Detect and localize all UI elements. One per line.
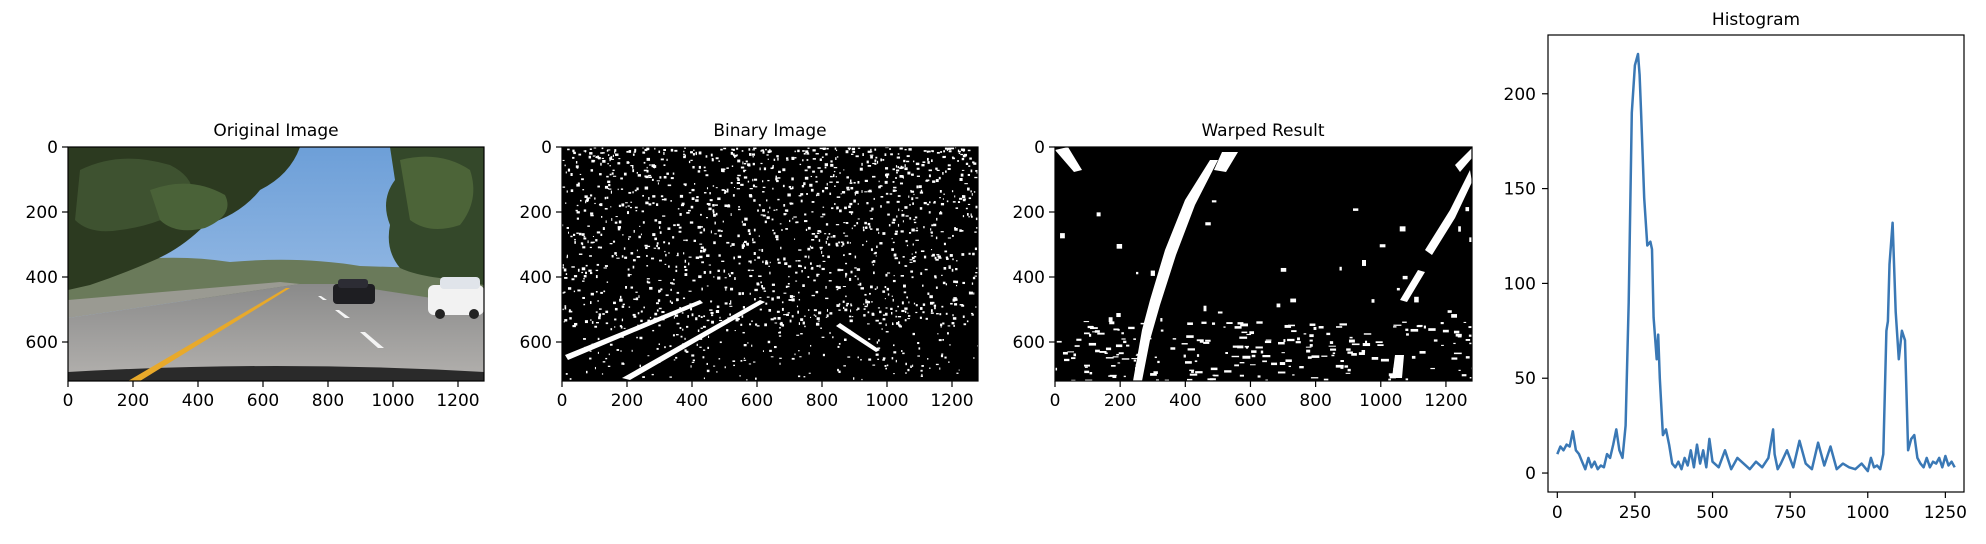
- y-tick-label-warped: 600: [1013, 333, 1045, 353]
- histogram-line: [1556, 52, 1956, 473]
- x-tick-label-original: 800: [312, 391, 344, 411]
- x-axis-warped: 0 200 400 600 800 1000 1200: [1050, 381, 1468, 411]
- y-tick-label-warped: 200: [1013, 203, 1045, 223]
- y-tick-label-warped: 0: [1034, 138, 1045, 158]
- warped-image: [1055, 147, 1472, 381]
- histogram-x-tick-label: 500: [1696, 503, 1728, 523]
- panel-title-original: Original Image: [213, 121, 338, 141]
- y-tick-label-binary: 600: [520, 333, 552, 353]
- x-tick-label-binary: 800: [806, 391, 838, 411]
- histogram-y-tick-label: 50: [1514, 369, 1536, 389]
- panel-histogram: Histogram 0 250 500 750 1000 1250 0 50 100 150 20…: [1504, 10, 1967, 523]
- histogram-x-tick-label: 250: [1619, 503, 1651, 523]
- x-tick-label-original: 400: [182, 391, 214, 411]
- x-tick-label-binary: 0: [557, 391, 568, 411]
- histogram-x-tick-label: 0: [1552, 503, 1563, 523]
- y-tick-label-original: 600: [26, 333, 58, 353]
- x-tick-label-original: 1200: [436, 391, 479, 411]
- x-tick-label-binary: 1000: [865, 391, 908, 411]
- panel-warped: Warped Result 0 200 400 600 800 1000 1200 0 200…: [1013, 121, 1473, 411]
- histogram-y-tick-label: 0: [1525, 464, 1536, 484]
- y-tick-label-original: 200: [26, 203, 58, 223]
- panel-title-warped: Warped Result: [1201, 121, 1324, 141]
- x-tick-label-binary: 400: [676, 391, 708, 411]
- y-tick-label-original: 0: [47, 138, 58, 158]
- histogram-x-tick-label: 1000: [1846, 503, 1889, 523]
- histogram-x-tick-label: 750: [1774, 503, 1806, 523]
- panel-original: Original Image: [26, 121, 485, 411]
- x-tick-label-warped: 400: [1169, 391, 1201, 411]
- x-tick-label-binary: 1200: [930, 391, 973, 411]
- x-tick-label-warped: 600: [1234, 391, 1266, 411]
- y-tick-label-binary: 400: [520, 268, 552, 288]
- y-axis-original: 0 200 400 600: [26, 138, 68, 353]
- binary-image: [562, 147, 978, 381]
- panel-title-binary: Binary Image: [713, 121, 826, 141]
- panel-binary: Binary Image 0 200 400 600 800 1000 1200 0 200 4…: [520, 121, 979, 411]
- x-axis-original: 0 200 400 600 800 1000 1200: [63, 381, 480, 411]
- x-tick-label-original: 0: [63, 391, 74, 411]
- x-tick-label-original: 600: [247, 391, 279, 411]
- histogram-y-tick-label: 200: [1504, 85, 1536, 105]
- x-tick-label-binary: 200: [611, 391, 643, 411]
- x-tick-label-warped: 1200: [1424, 391, 1467, 411]
- histogram-x-axis: 0 250 500 750 1000 1250: [1552, 492, 1967, 523]
- histogram-title: Histogram: [1712, 10, 1800, 30]
- y-tick-label-binary: 200: [520, 203, 552, 223]
- x-axis-binary: 0 200 400 600 800 1000 1200: [557, 381, 974, 411]
- histogram-y-tick-label: 150: [1504, 180, 1536, 200]
- y-axis-warped: 0 200 400 600: [1013, 138, 1055, 353]
- histogram-y-axis: 0 50 100 150 200: [1504, 85, 1548, 484]
- x-tick-label-warped: 800: [1299, 391, 1331, 411]
- x-tick-label-original: 200: [117, 391, 149, 411]
- y-axis-binary: 0 200 400 600: [520, 138, 562, 353]
- y-tick-label-warped: 400: [1013, 268, 1045, 288]
- histogram-y-tick-label: 100: [1504, 274, 1536, 294]
- y-tick-label-original: 400: [26, 268, 58, 288]
- x-tick-label-original: 1000: [371, 391, 414, 411]
- x-tick-label-binary: 600: [741, 391, 773, 411]
- histogram-x-tick-label: 1250: [1924, 503, 1967, 523]
- x-tick-label-warped: 0: [1050, 391, 1061, 411]
- x-tick-label-warped: 1000: [1359, 391, 1402, 411]
- histogram-plot-area: [1547, 34, 1965, 493]
- x-tick-label-warped: 200: [1104, 391, 1136, 411]
- original-image: [68, 147, 484, 381]
- y-tick-label-binary: 0: [541, 138, 552, 158]
